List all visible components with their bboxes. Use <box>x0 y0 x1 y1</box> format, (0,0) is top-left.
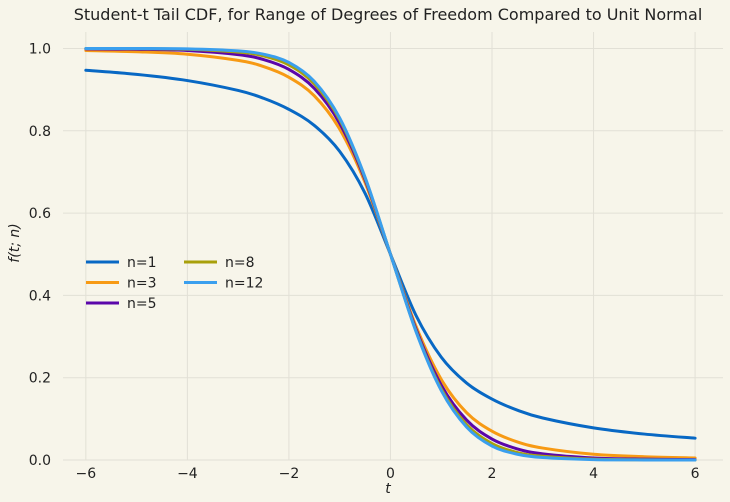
chart-title: Student-t Tail CDF, for Range of Degrees… <box>74 5 703 24</box>
y-tick-label: 0.2 <box>29 371 51 387</box>
tick-labels: −6 −4 −2 0 2 4 6 0.0 0.2 0.4 0.6 0.8 1.0 <box>29 41 700 482</box>
x-tick-label: 2 <box>488 466 497 482</box>
grid <box>63 32 723 461</box>
legend-label-n-12: n=12 <box>225 276 263 292</box>
x-tick-label: −4 <box>177 466 198 482</box>
x-tick-label: 6 <box>691 466 700 482</box>
legend-label-n-1: n=1 <box>127 255 157 271</box>
legend: n=1 n=3 n=5 n=8 n=12 <box>86 255 263 312</box>
legend-label-n-5: n=5 <box>127 296 157 312</box>
y-axis-label: f(t; n) <box>7 223 23 262</box>
plot-lines <box>84 46 697 462</box>
x-tick-label: 0 <box>386 466 395 482</box>
x-axis-label: t <box>385 481 391 497</box>
series-line-n-12 <box>84 46 697 462</box>
y-tick-label: 1.0 <box>29 41 51 57</box>
y-tick-label: 0.0 <box>29 453 51 469</box>
x-tick-label: −2 <box>279 466 300 482</box>
legend-label-n-3: n=3 <box>127 276 157 292</box>
legend-label-n-8: n=8 <box>225 255 255 271</box>
y-tick-label: 0.4 <box>29 288 51 304</box>
x-tick-label: 4 <box>589 466 598 482</box>
y-tick-label: 0.8 <box>29 124 51 140</box>
x-tick-label: −6 <box>76 466 97 482</box>
y-tick-label: 0.6 <box>29 206 51 222</box>
